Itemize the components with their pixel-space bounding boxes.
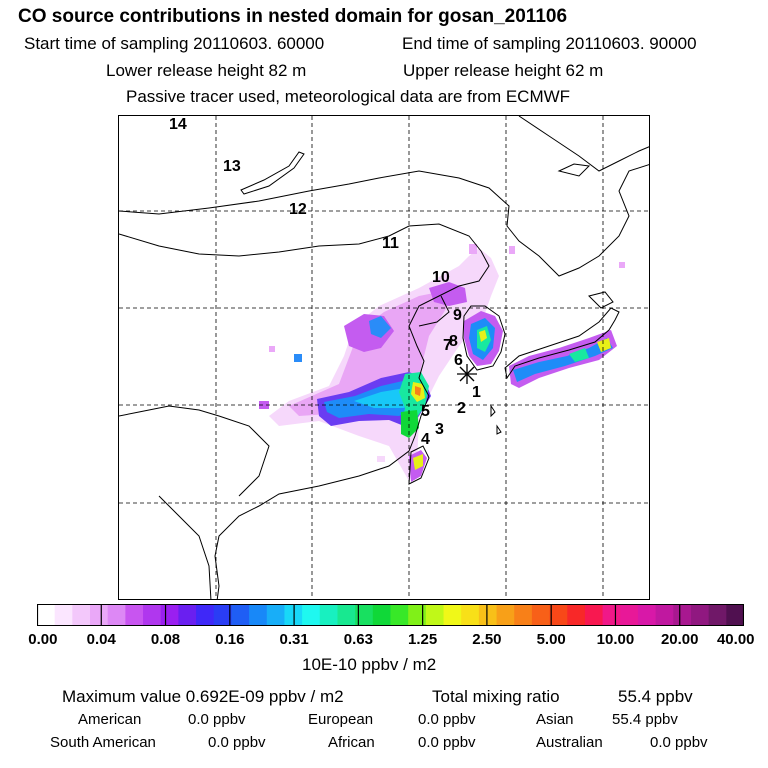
colorbar-swatch [478,604,498,626]
figure-title: CO source contributions in nested domain… [18,6,568,27]
trajectory-label: 12 [289,201,307,218]
region-value: 55.4 ppbv [612,711,678,728]
colorbar-swatch [143,604,162,626]
colorbar-tick-label: 10.00 [596,631,635,648]
colorbar-swatch [408,604,427,626]
total-mixing-label: Total mixing ratio [432,687,560,706]
colorbar-swatch [178,604,197,626]
colorbar-swatch [372,604,391,626]
trajectory-label: 13 [223,158,241,175]
map-panel: 1 2 3 4 5 6 7 8 9 10 11 12 13 14 [118,115,650,600]
colorbar-swatch [266,604,285,626]
trajectory-label: 5 [421,403,430,420]
colorbar-swatch [514,604,533,626]
colorbar-swatch [319,604,338,626]
colorbar-tick-label: 0.31 [279,631,309,648]
colorbar-swatch [496,604,515,626]
colorbar-tick-label: 20.00 [660,631,699,648]
colorbar-tick-label: 2.50 [472,631,502,648]
colorbar-swatch [620,604,639,626]
colorbar-swatch [549,604,568,626]
grid-lines [119,116,649,599]
tracer-note: Passive tracer used, meteorological data… [126,87,571,106]
colorbar-swatch [355,604,374,626]
colorbar-swatch [90,604,109,626]
colorbar-tick-label: 0.08 [150,631,181,648]
colorbar-swatch [461,604,480,626]
colorbar-frame [37,604,744,626]
colorbar-swatch [708,604,727,626]
lower-release-height: Lower release height 82 m [106,61,307,80]
colorbar-swatch [72,604,91,626]
region-name: Australian [536,734,603,751]
colorbar-swatch [54,604,73,626]
region-value: 0.0 ppbv [418,711,476,728]
concentration-field [259,244,625,482]
trajectory-label: 1 [472,384,481,401]
coastlines [119,116,649,599]
region-value: 0.0 ppbv [650,734,708,751]
colorbar-swatch [213,604,232,626]
colorbar-tick-label: 1.25 [408,631,438,648]
trajectory-label: 7 [443,337,452,354]
trajectory-label: 4 [421,431,430,448]
colorbar-swatch [125,604,144,626]
total-mixing-value: 55.4 ppbv [618,687,693,706]
star-icon [457,364,477,384]
colorbar-swatch [196,604,215,626]
map-canvas: 1 2 3 4 5 6 7 8 9 10 11 12 13 14 [119,116,649,599]
colorbar-swatch [249,604,268,626]
colorbar-swatch [531,604,551,626]
trajectory-label: 2 [457,400,466,417]
colorbar-swatch [726,604,744,626]
colorbar-swatch [567,604,586,626]
colorbar [37,604,744,626]
colorbar-swatch [690,604,710,626]
colorbar-tick-label: 40.00 [716,631,755,648]
trajectory-label: 14 [169,116,187,133]
colorbar-unit: 10E-10 ppbv / m2 [302,655,437,674]
maximum-value-label: Maximum value 0.692E-09 ppbv / m2 [62,687,344,706]
colorbar-swatch [673,604,692,626]
colorbar-swatch [443,604,462,626]
trajectory-label: 8 [449,333,458,350]
colorbar-swatch [602,604,621,626]
trajectory-label: 9 [453,307,462,324]
trajectory-label: 10 [432,269,450,286]
region-name: European [308,711,374,728]
colorbar-swatch [37,604,56,626]
colorbar-tick-label: 0.00 [28,631,58,648]
start-time-label: Start time of sampling 20110603. 60000 [24,34,325,53]
colorbar-swatch [655,604,674,626]
trajectory-label: 11 [382,235,399,252]
region-name: American [78,711,142,728]
region-value: 0.0 ppbv [208,734,266,751]
colorbar-tick-label: 0.63 [343,631,373,648]
colorbar-swatch [337,604,356,626]
colorbar-tick-label: 0.04 [86,631,116,648]
colorbar-swatch [390,604,409,626]
trajectory-labels: 1 2 3 4 5 6 7 8 9 10 11 12 13 14 [169,116,481,448]
trajectory-label: 6 [454,352,463,369]
colorbar-swatch [425,604,445,626]
region-name: Asian [536,711,574,728]
colorbar-swatch [160,604,179,626]
colorbar-swatch [584,604,604,626]
region-name: South American [50,734,156,751]
colorbar-swatch [302,604,321,626]
colorbar-tick-label: 0.16 [215,631,245,648]
trajectory-label: 3 [435,421,444,438]
region-value: 0.0 ppbv [188,711,246,728]
colorbar-swatch [231,604,250,626]
upper-release-height: Upper release height 62 m [403,61,604,80]
region-name: African [328,734,375,751]
region-value: 0.0 ppbv [418,734,476,751]
colorbar-swatch [637,604,657,626]
colorbar-swatch [107,604,126,626]
colorbar-tick-label: 5.00 [536,631,566,648]
end-time-label: End time of sampling 20110603. 90000 [402,34,697,53]
